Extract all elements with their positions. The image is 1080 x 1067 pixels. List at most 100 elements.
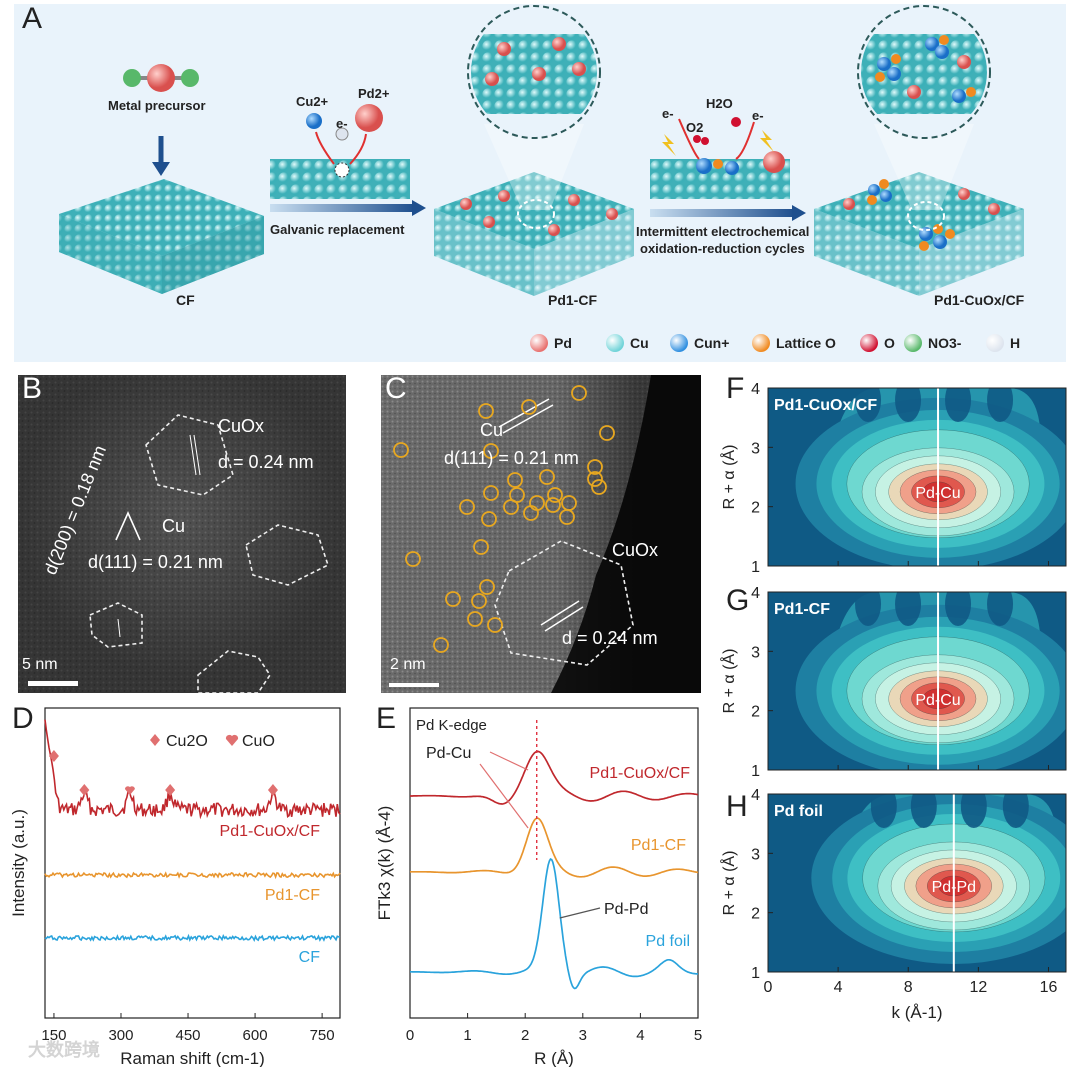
annotation-arrow bbox=[489, 751, 529, 771]
peak-marker bbox=[165, 784, 176, 796]
legend-item-2: Cun+ bbox=[670, 334, 729, 352]
y-tick-label: 1 bbox=[751, 559, 760, 576]
single-atom-marker bbox=[467, 611, 483, 627]
x-tick-label: 16 bbox=[1040, 979, 1058, 996]
tem-b-cu-label: Cu bbox=[162, 516, 186, 536]
tem-b-cuox-label: CuOx bbox=[218, 416, 265, 436]
x-tick-label: 1 bbox=[463, 1027, 471, 1044]
panel-label-h: H bbox=[726, 790, 748, 823]
exafs-chart: 0 1 2 3 4 5 R (Å) FTk3 χ(k) (Å-4) Pd K-edge Pd1-C… bbox=[375, 707, 702, 1067]
watermark: 大数跨境 bbox=[28, 1040, 100, 1060]
x-tick-label: 12 bbox=[969, 979, 987, 996]
single-atom-marker bbox=[433, 637, 449, 653]
pd-ion-label: Pd2+ bbox=[358, 86, 390, 101]
legend-label-cu2o: Cu2O bbox=[166, 733, 208, 750]
legend-label: Cu bbox=[630, 335, 649, 351]
legend-label: Pd bbox=[554, 335, 572, 351]
cf-slab bbox=[59, 179, 264, 294]
o2-label: O2 bbox=[686, 120, 704, 135]
plot-frame bbox=[767, 793, 1067, 973]
panel-sample-label: Pd foil bbox=[774, 803, 823, 820]
series-label-1: Pd1-CF bbox=[265, 887, 320, 904]
tem-c-cu-label: Cu bbox=[480, 420, 504, 440]
series-label-0: Pd1-CuOx/CF bbox=[220, 823, 321, 840]
peak-marker bbox=[79, 784, 90, 796]
x-tick-label: 5 bbox=[694, 1027, 702, 1044]
panel-label-c: C bbox=[385, 372, 407, 405]
x-tick-label: 600 bbox=[243, 1027, 268, 1044]
x-axis-label: R (Å) bbox=[534, 1049, 574, 1067]
panel-sample-label: Pd1-CuOx/CF bbox=[774, 397, 877, 414]
y-axis-label: R + α (Å) bbox=[719, 445, 738, 510]
series-label-2: Pd foil bbox=[646, 933, 690, 950]
legend-item-0: Pd bbox=[530, 334, 572, 352]
legend-swatch bbox=[986, 334, 1004, 352]
single-atom-marker bbox=[571, 385, 587, 401]
panel-label-b: B bbox=[22, 372, 43, 405]
metal-precursor-molecule bbox=[123, 64, 199, 92]
cf-label: CF bbox=[176, 292, 195, 308]
x-axis-label: Raman shift (cm-1) bbox=[120, 1049, 265, 1067]
legend-swatch bbox=[904, 334, 922, 352]
heatmap-h bbox=[768, 794, 1066, 972]
legend-label: Cun+ bbox=[694, 335, 730, 351]
legend-swatch bbox=[670, 334, 688, 352]
y-tick-label: 2 bbox=[751, 906, 760, 923]
tem-b-d111-label: d(111) = 0.21 nm bbox=[88, 552, 223, 572]
x-tick-label: 150 bbox=[41, 1027, 66, 1044]
single-atom-marker bbox=[478, 403, 494, 419]
y-tick-label: 4 bbox=[751, 585, 760, 602]
h2o-label: H2O bbox=[706, 96, 733, 111]
haadf-image-c bbox=[381, 375, 701, 693]
legend-swatch bbox=[752, 334, 770, 352]
panel-label-a: A bbox=[22, 2, 43, 35]
tem-image-b bbox=[18, 375, 346, 693]
y-tick-label: 3 bbox=[751, 440, 760, 457]
pd1-cf-magnified bbox=[467, 5, 601, 139]
series-label-1: Pd1-CF bbox=[631, 837, 686, 854]
x-tick-label: 750 bbox=[310, 1027, 335, 1044]
x-tick-label: 300 bbox=[108, 1027, 133, 1044]
legend-label: H bbox=[1010, 335, 1021, 351]
legend-swatch bbox=[530, 334, 548, 352]
y-axis-label: FTk3 χ(k) (Å-4) bbox=[375, 806, 394, 921]
x-tick-label: 0 bbox=[764, 979, 773, 996]
plot-frame bbox=[44, 707, 341, 1019]
single-atom-marker bbox=[393, 442, 409, 458]
electrochemical-surface bbox=[650, 117, 790, 199]
legend-item-6: H bbox=[986, 334, 1020, 352]
intermittent-label-1: Intermittent electrochemical bbox=[636, 224, 810, 239]
single-atom-marker bbox=[529, 495, 545, 511]
series-line-2 bbox=[44, 933, 341, 943]
y-tick-label: 3 bbox=[751, 846, 760, 863]
single-atom-marker bbox=[539, 469, 555, 485]
x-tick-label: 450 bbox=[176, 1027, 201, 1044]
peak-marker bbox=[267, 784, 278, 796]
plot-frame bbox=[767, 387, 1067, 567]
legend-item-1: Cu bbox=[606, 334, 649, 352]
heatmap-f bbox=[768, 388, 1066, 566]
single-atom-marker bbox=[547, 487, 563, 503]
x-tick-label: 0 bbox=[406, 1027, 414, 1044]
annotation-arrow bbox=[479, 763, 529, 829]
legend-marker-cuo bbox=[225, 734, 239, 746]
y-axis-label: R + α (Å) bbox=[719, 851, 738, 916]
annotation-arrow bbox=[559, 907, 601, 919]
series-line-0 bbox=[410, 750, 699, 805]
y-tick-label: 4 bbox=[751, 381, 760, 398]
single-atom-marker bbox=[481, 511, 497, 527]
single-atom-marker bbox=[545, 497, 561, 513]
pd1-cuox-cf-slab bbox=[814, 124, 1024, 296]
y-axis-label: R + α (Å) bbox=[719, 649, 738, 714]
panel-label-g: G bbox=[726, 584, 750, 617]
tem-c-cuox-label: CuOx bbox=[612, 540, 659, 560]
raman-chart: 150 300 450 600 750 Raman shift (cm-1) Intensi… bbox=[9, 707, 341, 1067]
tem-c-scale-label: 2 nm bbox=[390, 656, 426, 673]
y-tick-label: 1 bbox=[751, 965, 760, 982]
peak-label: Pd-Cu bbox=[915, 692, 960, 709]
x-tick-label: 4 bbox=[636, 1027, 644, 1044]
series-line-1 bbox=[44, 871, 341, 880]
cu-ion-label: Cu2+ bbox=[296, 94, 329, 109]
tem-b-scale-label: 5 nm bbox=[22, 656, 58, 673]
series-label-2: CF bbox=[299, 949, 321, 966]
